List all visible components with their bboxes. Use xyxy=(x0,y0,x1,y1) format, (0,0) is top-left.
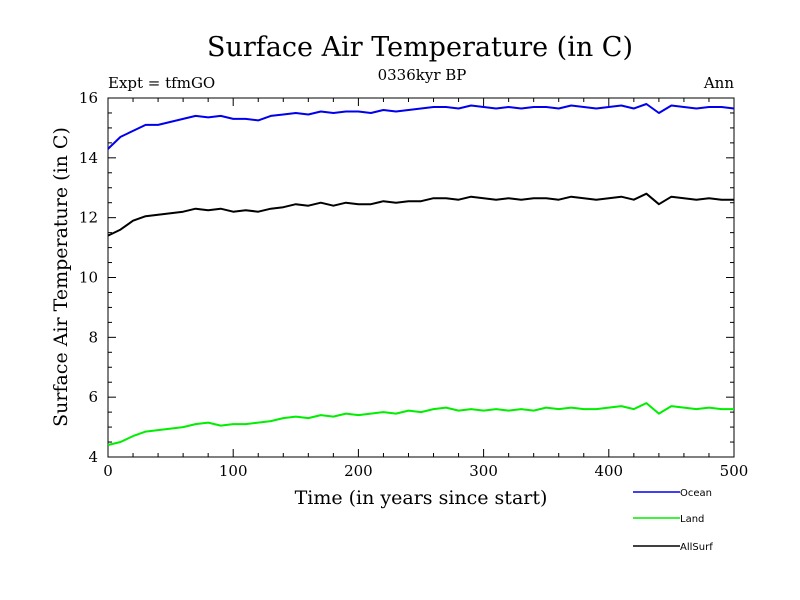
y-tick-label: 10 xyxy=(79,269,98,287)
x-axis-title: Time (in years since start) xyxy=(295,487,548,509)
x-tick-label: 0 xyxy=(103,462,113,480)
y-axis-title: Surface Air Temperature (in C) xyxy=(50,127,72,427)
series-line-ocean xyxy=(107,103,735,150)
series-line-land xyxy=(107,402,734,446)
x-tick-label: 400 xyxy=(594,462,623,480)
legend-label-ocean: Ocean xyxy=(680,488,712,499)
x-tick-label: 100 xyxy=(219,462,248,480)
y-tick-label: 8 xyxy=(88,328,98,346)
chart-title: Surface Air Temperature (in C) xyxy=(207,32,633,63)
x-tick-label: 300 xyxy=(469,462,498,480)
legend: Ocean Land AllSurf xyxy=(633,488,713,553)
legend-label-land: Land xyxy=(680,514,704,525)
x-tick-label: 500 xyxy=(720,462,749,480)
y-tick-label: 14 xyxy=(79,149,98,167)
experiment-label: Expt = tfmGO xyxy=(108,74,215,92)
legend-label-allsurf: AllSurf xyxy=(680,542,713,553)
series-lines xyxy=(107,103,735,446)
y-tick-label: 12 xyxy=(79,209,98,227)
season-label: Ann xyxy=(703,74,734,92)
series-line-allsurf xyxy=(107,192,734,237)
period-label: 0336kyr BP xyxy=(378,66,467,84)
x-tick-label: 200 xyxy=(344,462,373,480)
axis-ticks xyxy=(107,97,735,458)
plot-frame xyxy=(107,97,735,458)
y-tick-label: 4 xyxy=(88,448,98,466)
y-tick-label: 6 xyxy=(88,388,98,406)
x-tick-labels: 0 100 200 300 400 500 xyxy=(103,462,748,480)
y-tick-labels: 4 6 8 10 12 14 16 xyxy=(79,89,98,466)
y-tick-label: 16 xyxy=(79,89,98,107)
